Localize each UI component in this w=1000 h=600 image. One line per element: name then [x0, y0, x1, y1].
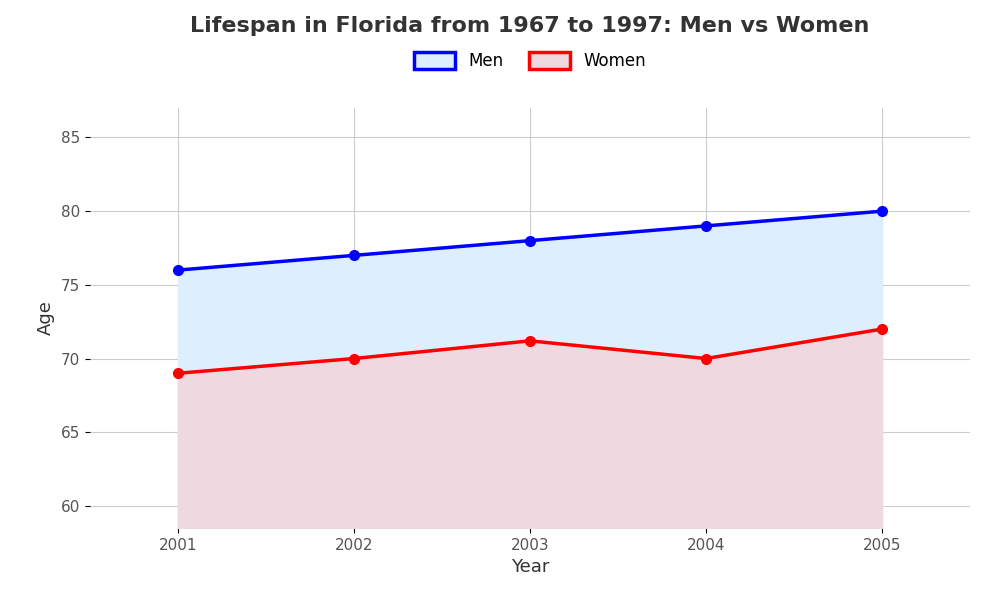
Women	[700, 355, 712, 362]
Y-axis label: Age: Age	[37, 301, 55, 335]
Men	[700, 222, 712, 229]
Legend: Men, Women: Men, Women	[407, 45, 653, 76]
Line: Women: Women	[173, 324, 887, 378]
Women	[348, 355, 360, 362]
Men	[524, 237, 536, 244]
Title: Lifespan in Florida from 1967 to 1997: Men vs Women: Lifespan in Florida from 1967 to 1997: M…	[190, 16, 870, 35]
Women	[524, 337, 536, 344]
Men	[172, 266, 184, 274]
Line: Men: Men	[173, 206, 887, 275]
Men	[876, 208, 888, 215]
Women	[876, 325, 888, 332]
X-axis label: Year: Year	[511, 558, 549, 576]
Women	[172, 370, 184, 377]
Men	[348, 252, 360, 259]
